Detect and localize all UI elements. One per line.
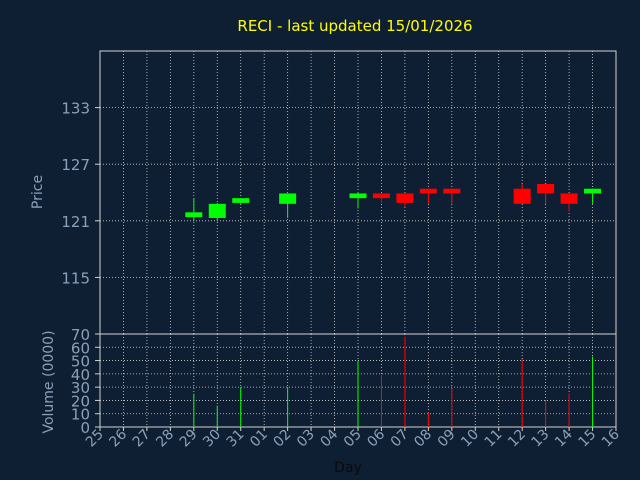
volume-tick-label: 20: [71, 392, 90, 410]
candle-body: [560, 193, 578, 204]
candle-body: [349, 193, 367, 199]
candle-body: [537, 184, 555, 194]
x-axis-label: Day: [334, 460, 362, 476]
price-panel: 115 121 127 133: [61, 50, 617, 335]
volume-tick-label: 70: [71, 326, 90, 344]
volume-tick-label: 0: [80, 419, 90, 437]
candle-body: [443, 188, 461, 194]
candle-body: [513, 188, 531, 204]
volume-tick-label: 40: [71, 366, 90, 384]
volume-tick-label: 10: [71, 406, 90, 424]
volume-tick-label: 60: [71, 339, 90, 357]
volume-axis-label: Volume (0000): [41, 330, 57, 433]
price-tick-label: 133: [61, 100, 90, 118]
candle-body: [419, 188, 437, 194]
candle-body: [279, 193, 297, 204]
candle-body: [372, 193, 390, 199]
volume-tick-label: 30: [71, 379, 90, 397]
candle-body: [208, 203, 226, 218]
price-tick-label: 127: [61, 156, 90, 174]
chart-title: RECI - last updated 15/01/2026: [237, 17, 472, 35]
candle-body: [185, 212, 203, 218]
price-axis-label: Price: [30, 175, 46, 209]
candle-body: [396, 193, 414, 203]
price-tick-label: 115: [61, 269, 90, 287]
x-tick-labels: 25 26 27 28 29 30 31 01 02 03 04 05 06 07 08 09 10 11 12 13…: [83, 426, 623, 450]
candle-body: [584, 188, 602, 194]
price-tick-label: 121: [61, 213, 90, 231]
volume-tick-label: 50: [71, 353, 90, 371]
candle-body: [232, 198, 250, 203]
